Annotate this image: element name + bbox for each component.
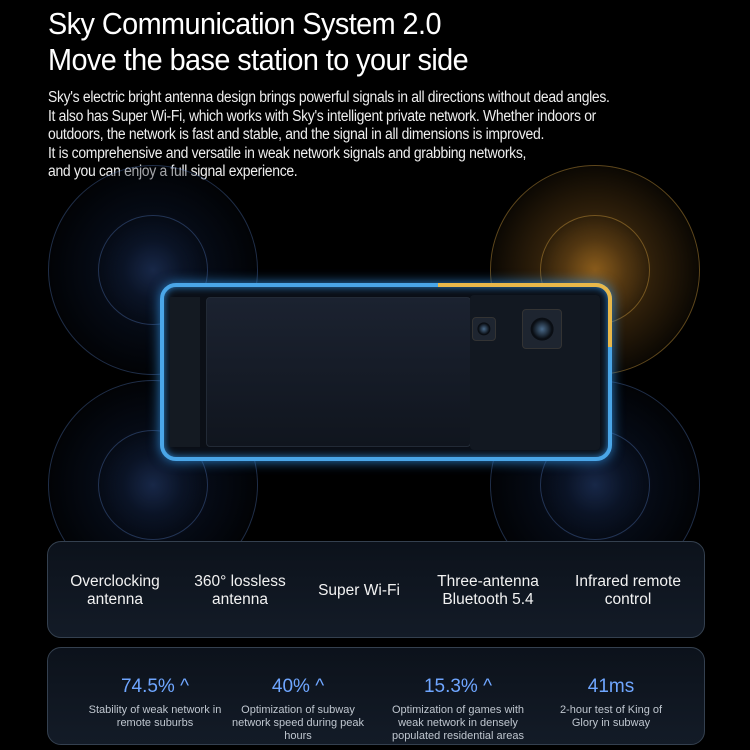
feature-label: Infrared remote [575, 572, 681, 590]
description-line: It also has Super Wi-Fi, which works wit… [48, 107, 597, 125]
left-circuit-board [170, 297, 200, 447]
arrow-up-icon: ^ [180, 676, 190, 697]
stats-panel: 74.5% ^ Stability of weak network in remo… [47, 647, 705, 745]
feature-label: Bluetooth 5.4 [442, 590, 534, 608]
feature-super-wifi: Super Wi-Fi [302, 542, 416, 639]
battery [206, 297, 471, 447]
page-subtitle: Move the base station to your side [48, 42, 469, 77]
feature-label: 360° lossless [194, 572, 286, 590]
feature-label: Super Wi-Fi [318, 581, 400, 599]
feature-label: Three-antenna [437, 572, 539, 590]
description-line: It is comprehensive and versatile in wea… [48, 144, 527, 162]
stat-item: 41ms 2-hour test of King of Glory in subw… [546, 648, 676, 730]
stat-label: 2-hour test of King of Glory in subway [559, 704, 663, 729]
stat-value: 15.3% [423, 676, 478, 697]
phone-internals-illustration [160, 283, 612, 461]
stat-item: 15.3% ^ Optimization of games with weak n… [383, 648, 533, 743]
arrow-up-icon: ^ [483, 676, 493, 697]
features-panel: Overclocking antenna 360° lossless antenna… [47, 541, 705, 638]
stat-label: Optimization of subway network speed dur… [231, 704, 365, 742]
camera-icon [522, 309, 562, 349]
stat-item: 40% ^ Optimization of subway network spee… [228, 648, 368, 743]
feature-overclocking-antenna: Overclocking antenna [48, 542, 182, 639]
arrow-up-icon: ^ [315, 676, 325, 697]
feature-label: antenna [211, 590, 269, 608]
main-circuit-board [470, 295, 600, 450]
description-line: Sky's electric bright antenna design bri… [48, 89, 610, 106]
page-title: Sky Communication System 2.0 [48, 6, 442, 41]
feature-label: control [604, 590, 652, 608]
feature-360-antenna: 360° lossless antenna [178, 542, 302, 639]
stat-label: Stability of weak network in remote subu… [88, 704, 222, 729]
description: Sky's electric bright antenna design bri… [48, 89, 610, 182]
stat-value: 41ms [587, 676, 635, 697]
feature-label: Overclocking [70, 572, 160, 590]
stat-value: 40% [271, 676, 310, 697]
feature-label: antenna [86, 590, 144, 608]
description-line: outdoors, the network is fast and stable… [48, 126, 545, 144]
stat-label: Optimization of games with weak network … [391, 704, 525, 742]
stat-item: 74.5% ^ Stability of weak network in remo… [75, 648, 235, 730]
stat-value: 74.5% [120, 676, 175, 697]
feature-infrared: Infrared remote control [558, 542, 698, 639]
camera-icon [472, 317, 496, 341]
feature-bluetooth: Three-antenna Bluetooth 5.4 [418, 542, 558, 639]
